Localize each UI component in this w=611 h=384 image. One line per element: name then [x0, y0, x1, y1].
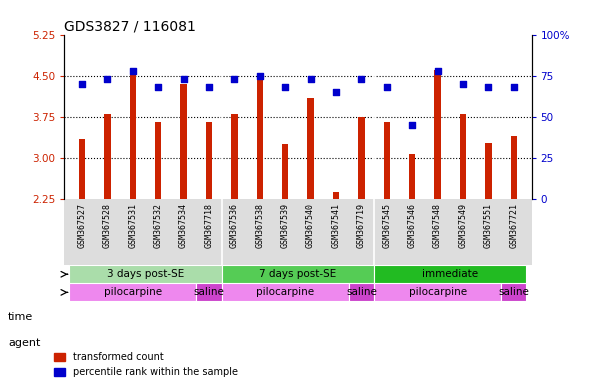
Point: [433, 68, 442, 74]
Text: pilocarpine: pilocarpine: [256, 287, 314, 297]
FancyBboxPatch shape: [374, 283, 501, 301]
FancyBboxPatch shape: [222, 283, 349, 301]
Text: GSM367719: GSM367719: [357, 203, 366, 248]
Text: GSM367540: GSM367540: [306, 203, 315, 248]
FancyBboxPatch shape: [374, 265, 527, 283]
Text: saline: saline: [194, 287, 224, 297]
Text: pilocarpine: pilocarpine: [409, 287, 467, 297]
Text: time: time: [8, 312, 33, 322]
Bar: [511, 136, 517, 199]
Bar: [206, 122, 212, 199]
Text: saline: saline: [346, 287, 377, 297]
Point: [306, 76, 315, 82]
Point: [408, 122, 417, 128]
Text: GSM367534: GSM367534: [179, 203, 188, 248]
Bar: [155, 122, 161, 199]
Point: [77, 81, 87, 87]
Bar: [231, 114, 238, 199]
Point: [280, 84, 290, 90]
Text: GSM367541: GSM367541: [331, 203, 340, 248]
Text: GDS3827 / 116081: GDS3827 / 116081: [64, 20, 196, 33]
FancyBboxPatch shape: [196, 283, 222, 301]
Text: 7 days post-SE: 7 days post-SE: [259, 269, 337, 279]
Bar: [434, 70, 441, 199]
Text: agent: agent: [8, 338, 40, 348]
Point: [356, 76, 366, 82]
Point: [178, 76, 188, 82]
Text: GSM367545: GSM367545: [382, 203, 391, 248]
Point: [509, 84, 519, 90]
Point: [458, 81, 468, 87]
Bar: [485, 143, 492, 199]
Point: [103, 76, 112, 82]
Point: [331, 89, 341, 95]
Point: [230, 76, 240, 82]
Point: [483, 84, 493, 90]
Legend: transformed count, percentile rank within the sample: transformed count, percentile rank withi…: [54, 353, 238, 377]
Text: GSM367548: GSM367548: [433, 203, 442, 248]
Point: [204, 84, 214, 90]
Bar: [104, 114, 111, 199]
Bar: [180, 84, 187, 199]
Bar: [409, 154, 415, 199]
Bar: [307, 98, 313, 199]
Bar: [79, 139, 85, 199]
Bar: [257, 76, 263, 199]
Point: [128, 68, 137, 74]
Text: 3 days post-SE: 3 days post-SE: [107, 269, 184, 279]
FancyBboxPatch shape: [349, 283, 374, 301]
Text: GSM367536: GSM367536: [230, 203, 239, 248]
Text: immediate: immediate: [422, 269, 478, 279]
Text: GSM367718: GSM367718: [205, 203, 213, 248]
Text: saline: saline: [499, 287, 529, 297]
Text: GSM367527: GSM367527: [78, 203, 86, 248]
Text: GSM367549: GSM367549: [458, 203, 467, 248]
Bar: [460, 114, 466, 199]
FancyBboxPatch shape: [69, 265, 222, 283]
Text: GSM367551: GSM367551: [484, 203, 493, 248]
Point: [153, 84, 163, 90]
Text: GSM367531: GSM367531: [128, 203, 137, 248]
Point: [382, 84, 392, 90]
Text: GSM367539: GSM367539: [280, 203, 290, 248]
Text: GSM367538: GSM367538: [255, 203, 265, 248]
Text: GSM367721: GSM367721: [510, 203, 518, 248]
Bar: [384, 122, 390, 199]
Text: GSM367546: GSM367546: [408, 203, 417, 248]
FancyBboxPatch shape: [222, 265, 374, 283]
Bar: [130, 70, 136, 199]
Text: GSM367532: GSM367532: [153, 203, 163, 248]
Point: [255, 73, 265, 79]
Text: GSM367528: GSM367528: [103, 203, 112, 248]
Text: pilocarpine: pilocarpine: [104, 287, 162, 297]
Bar: [282, 144, 288, 199]
FancyBboxPatch shape: [69, 283, 196, 301]
Bar: [358, 117, 365, 199]
FancyBboxPatch shape: [501, 283, 527, 301]
Bar: [333, 192, 339, 199]
